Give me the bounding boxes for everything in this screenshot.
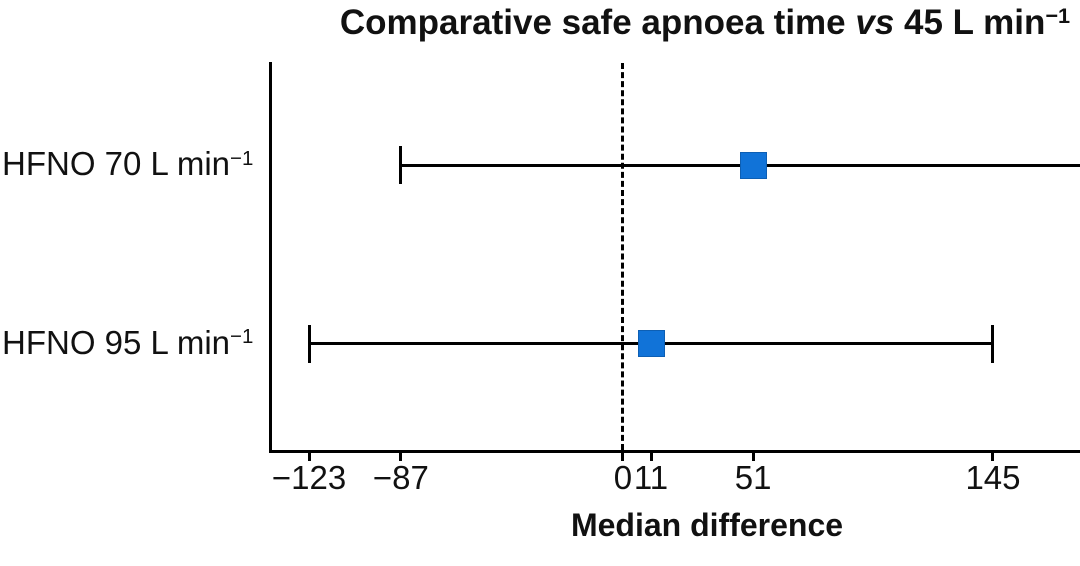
x-tick-label: −123 bbox=[271, 459, 347, 496]
x-tick bbox=[621, 451, 625, 461]
zero-reference-line bbox=[621, 63, 625, 450]
row-label-text: HFNO 70 L min bbox=[2, 145, 231, 183]
x-tick bbox=[991, 451, 995, 461]
x-tick bbox=[751, 451, 755, 461]
row-label: HFNO 70 L min−1 bbox=[2, 145, 254, 183]
x-axis-label: Median difference bbox=[570, 507, 844, 543]
row-label-superscript: −1 bbox=[230, 146, 254, 170]
row-label-superscript: −1 bbox=[230, 325, 254, 349]
chart-title-text: Comparative safe apnoea time bbox=[339, 3, 856, 42]
point-marker bbox=[637, 330, 665, 357]
row-label-text: HFNO 95 L min bbox=[2, 323, 231, 361]
chart-title: Comparative safe apnoea time vs 45 L min… bbox=[340, 3, 1070, 43]
ci-lower-cap bbox=[399, 146, 403, 184]
x-tick-label: 51 bbox=[734, 459, 772, 496]
x-tick-label: −87 bbox=[372, 459, 429, 496]
row-label: HFNO 95 L min−1 bbox=[2, 323, 254, 361]
x-tick-label: 0 bbox=[613, 459, 633, 496]
ci-lower-cap bbox=[307, 324, 311, 363]
x-tick bbox=[399, 451, 403, 461]
x-tick-label: 145 bbox=[965, 459, 1021, 496]
x-tick-label: 11 bbox=[633, 459, 669, 496]
point-marker bbox=[739, 151, 767, 179]
x-tick bbox=[649, 451, 653, 461]
ci-upper-cap bbox=[991, 324, 995, 363]
chart-title-superscript: −1 bbox=[1045, 3, 1071, 29]
x-axis bbox=[269, 450, 1080, 453]
chart-title-flow-text: 45 L min bbox=[894, 3, 1046, 42]
x-tick bbox=[307, 451, 311, 461]
y-axis bbox=[269, 62, 272, 453]
chart-title-vs-italic: vs bbox=[855, 3, 895, 42]
